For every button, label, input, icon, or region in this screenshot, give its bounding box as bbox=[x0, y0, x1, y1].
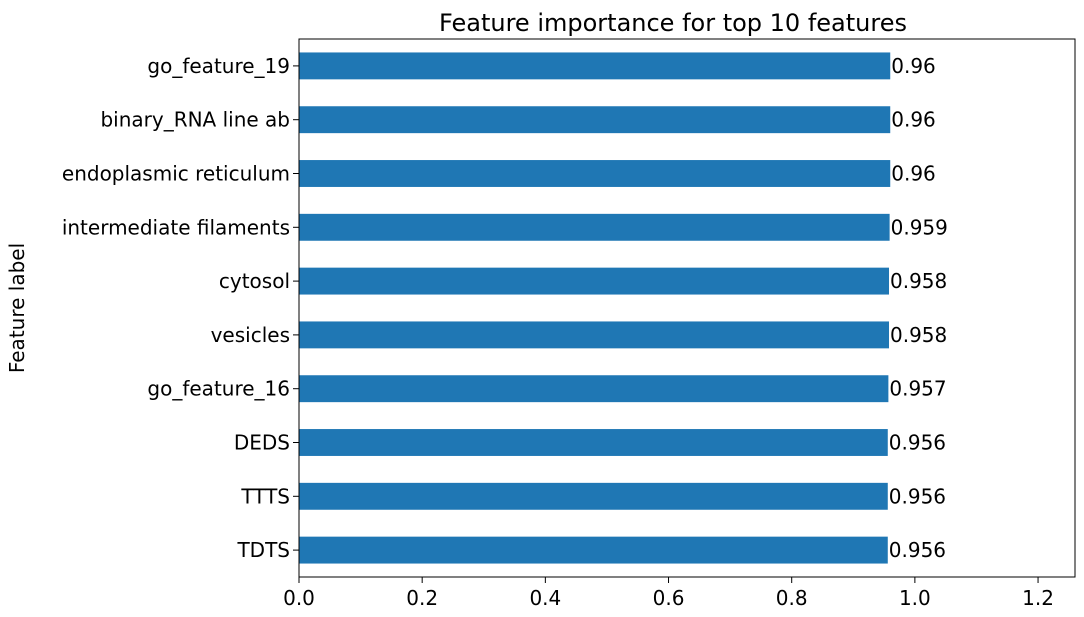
plot-frame bbox=[298, 38, 1076, 578]
bar bbox=[299, 375, 889, 403]
y-tick-label: DEDS bbox=[234, 431, 290, 455]
y-tick-label: cytosol bbox=[219, 269, 290, 293]
bar-value-label: 0.956 bbox=[889, 484, 946, 508]
bar-value-label: 0.96 bbox=[891, 108, 936, 132]
bar-value-label: 0.956 bbox=[889, 431, 946, 455]
bar bbox=[299, 106, 891, 134]
y-tick-label: TDTS bbox=[236, 538, 290, 562]
bar bbox=[299, 160, 891, 187]
bar-value-label: 0.956 bbox=[889, 538, 946, 562]
y-tick-label: binary_RNA line ab bbox=[100, 108, 290, 132]
x-tick-label: 1.0 bbox=[899, 586, 931, 610]
bar bbox=[299, 321, 890, 349]
bar bbox=[299, 267, 890, 295]
y-tick-label: go_feature_19 bbox=[147, 54, 290, 78]
axes-layer: go_feature_19 binary_RNA line ab endoplasm… bbox=[62, 38, 1076, 610]
bars-layer bbox=[299, 52, 891, 564]
bar-value-label: 0.958 bbox=[890, 323, 947, 347]
bar-value-label: 0.958 bbox=[890, 269, 947, 293]
x-tick-label: 0.0 bbox=[283, 586, 315, 610]
x-tick-label: 0.8 bbox=[776, 586, 808, 610]
labels-layer: 0.96 0.96 0.96 0.959 0.958 0.958 0.957 0.956 0.9… bbox=[889, 54, 948, 562]
x-tick-label: 0.6 bbox=[653, 586, 685, 610]
y-axis-label: Feature label bbox=[5, 243, 29, 373]
y-tick-label: endoplasmic reticulum bbox=[62, 162, 290, 186]
y-tick-label: go_feature_16 bbox=[147, 377, 290, 401]
bar bbox=[299, 213, 890, 241]
bar-value-label: 0.96 bbox=[891, 54, 936, 78]
x-tick-label: 0.2 bbox=[406, 586, 438, 610]
x-tick-label: 0.4 bbox=[529, 586, 561, 610]
y-tick-label: TTTS bbox=[240, 484, 290, 508]
bar bbox=[299, 482, 888, 510]
chart-title: Feature importance for top 10 features bbox=[439, 9, 907, 37]
x-tick-label: 1.2 bbox=[1022, 586, 1054, 610]
bar bbox=[299, 52, 891, 80]
bar bbox=[299, 536, 888, 564]
bar bbox=[299, 429, 888, 456]
bar-value-label: 0.957 bbox=[889, 377, 946, 401]
bar-value-label: 0.96 bbox=[891, 162, 936, 186]
y-tick-label: vesicles bbox=[211, 323, 290, 347]
y-tick-label: intermediate filaments bbox=[62, 215, 290, 239]
bar-value-label: 0.959 bbox=[891, 215, 948, 239]
